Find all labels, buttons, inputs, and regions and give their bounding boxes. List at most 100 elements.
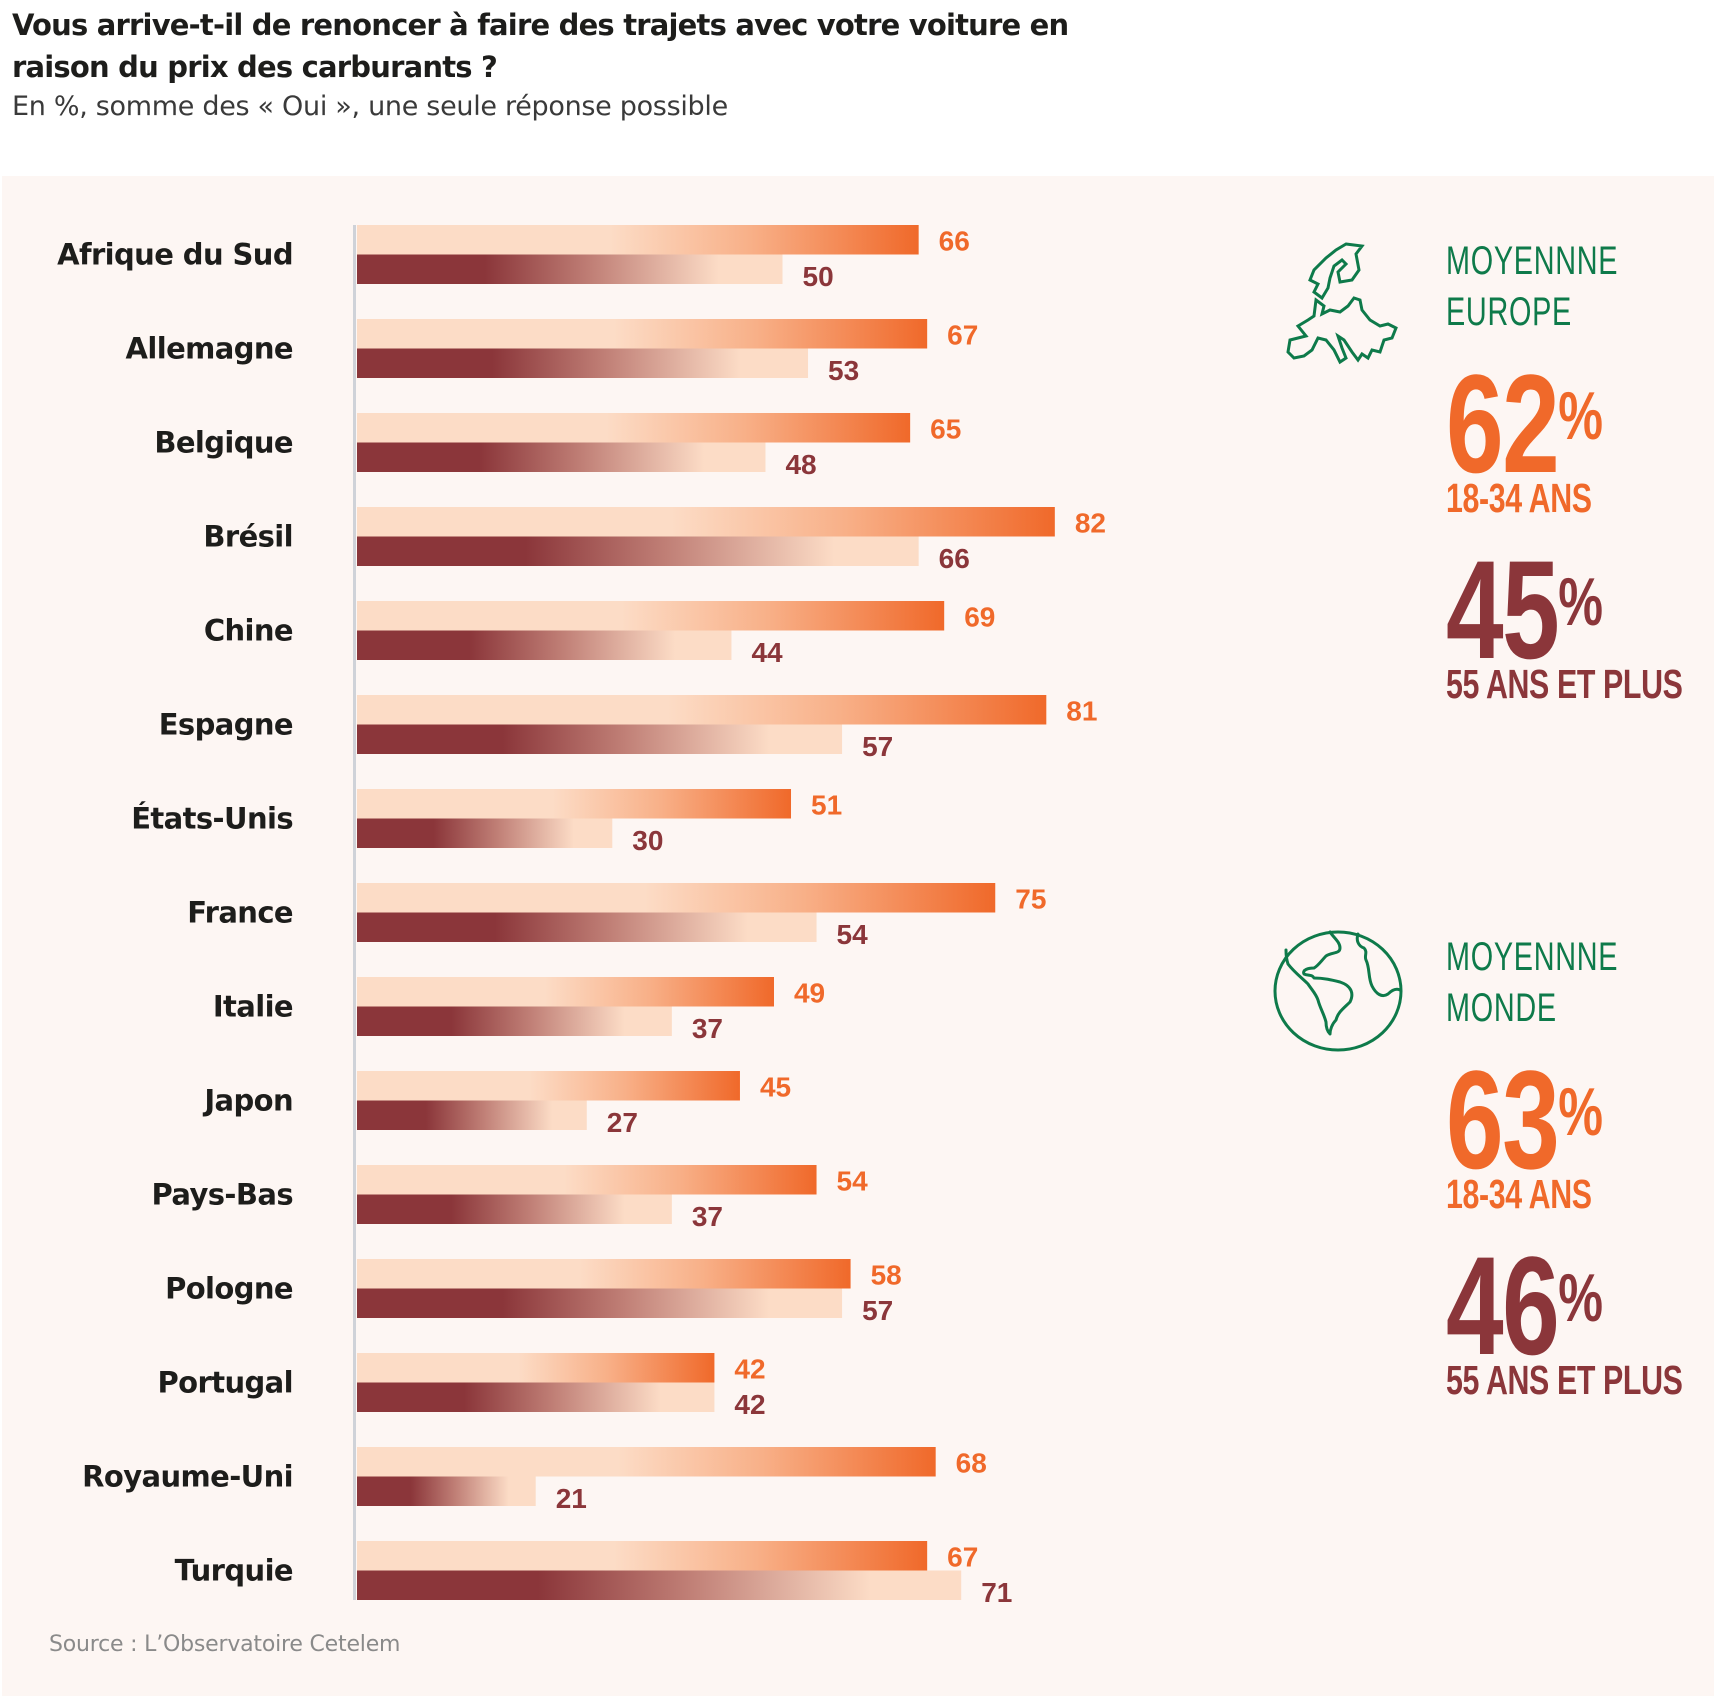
value-label-18-34: 82 (1075, 508, 1106, 539)
bar-18-34 (357, 1071, 740, 1101)
country-label: Belgique (154, 426, 293, 460)
value-label-55-plus: 71 (981, 1577, 1012, 1608)
country-row: France 75 54 (187, 883, 1046, 950)
bar-18-34 (357, 789, 792, 819)
source-note: Source : L’Observatoire Cetelem (49, 1632, 401, 1657)
bar-18-34 (357, 1541, 928, 1571)
value-label-55-plus: 50 (803, 261, 834, 292)
europe-average: MOYENNNE EUROPE 62% 18-34 ANS 45% 55 ANS… (1446, 236, 1714, 707)
bar-55-plus (357, 1194, 672, 1224)
bar-18-34 (357, 507, 1055, 537)
country-row: États-Unis 51 30 (131, 789, 842, 856)
bar-18-34 (357, 1447, 936, 1477)
world-old-label: 55 ANS ET PLUS (1446, 1357, 1683, 1403)
country-row: Chine 69 44 (204, 601, 995, 668)
country-label: Royaume-Uni (82, 1460, 293, 1494)
europe-old-label: 55 ANS ET PLUS (1446, 661, 1683, 707)
country-row: Pays-Bas 54 37 (152, 1165, 869, 1232)
country-row: Portugal 42 42 (158, 1353, 766, 1420)
value-label-55-plus: 37 (692, 1013, 723, 1044)
value-label-55-plus: 27 (607, 1107, 638, 1138)
country-label: Turquie (175, 1554, 293, 1588)
bar-55-plus (357, 254, 783, 284)
value-label-55-plus: 37 (692, 1201, 723, 1232)
bar-18-34 (357, 413, 911, 443)
bar-55-plus (357, 1100, 587, 1130)
bar-55-plus (357, 536, 919, 566)
europe-average-label-line1: MOYENNNE (1446, 239, 1619, 283)
country-label: Pays-Bas (152, 1178, 294, 1212)
value-label-55-plus: 57 (862, 1295, 893, 1326)
bar-18-34 (357, 1353, 715, 1383)
bar-55-plus (357, 1570, 962, 1600)
value-label-18-34: 54 (837, 1166, 869, 1197)
value-label-55-plus: 57 (862, 731, 893, 762)
europe-young-number: 62 (1446, 345, 1560, 502)
world-average: MOYENNNE MONDE 63% 18-34 ANS 46% 55 ANS … (1446, 932, 1714, 1403)
value-label-55-plus: 44 (751, 637, 783, 668)
bar-18-34 (357, 1165, 817, 1195)
value-label-18-34: 68 (956, 1448, 987, 1479)
value-label-18-34: 49 (794, 978, 825, 1009)
value-label-55-plus: 30 (632, 825, 663, 856)
bar-55-plus (357, 1476, 536, 1506)
country-row: Espagne 81 57 (159, 695, 1097, 762)
country-row: Belgique 65 48 (154, 413, 961, 480)
country-label: Chine (204, 614, 293, 648)
world-young-value: 63% (1446, 1050, 1644, 1190)
world-young-number: 63 (1446, 1041, 1560, 1198)
country-label: Espagne (159, 708, 293, 742)
country-row: Pologne 58 57 (165, 1259, 902, 1326)
globe-icon (1273, 930, 1403, 1052)
europe-average-label-line2: EUROPE (1446, 290, 1572, 334)
value-label-55-plus: 48 (785, 449, 816, 480)
bar-18-34 (357, 695, 1047, 725)
bar-55-plus (357, 442, 766, 472)
country-label: Allemagne (126, 332, 293, 366)
country-label: Afrique du Sud (57, 238, 293, 272)
country-row: Japon 45 27 (202, 1071, 791, 1138)
bar-18-34 (357, 883, 996, 913)
europe-young-value: 62% (1446, 354, 1644, 494)
bar-55-plus (357, 724, 843, 754)
value-label-18-34: 66 (939, 226, 970, 257)
percent-sign: % (1558, 378, 1603, 454)
country-label: France (187, 896, 293, 930)
country-label: Pologne (165, 1272, 293, 1306)
europe-map-icon (1286, 242, 1398, 365)
value-label-55-plus: 53 (828, 355, 859, 386)
world-old-number: 46 (1446, 1227, 1560, 1384)
bars-layer: Afrique du Sud 66 50 Allemagne 67 53 Belgique 6… (57, 225, 1106, 1608)
value-label-55-plus: 42 (734, 1389, 765, 1420)
value-label-55-plus: 54 (837, 919, 869, 950)
country-row: Royaume-Uni 68 21 (82, 1447, 987, 1514)
country-row: Afrique du Sud 66 50 (57, 225, 970, 292)
value-label-18-34: 42 (734, 1354, 765, 1385)
country-label: Japon (202, 1084, 293, 1118)
europe-young-label: 18-34 ANS (1446, 475, 1592, 521)
value-label-18-34: 81 (1066, 696, 1097, 727)
bar-55-plus (357, 348, 809, 378)
bar-18-34 (357, 225, 919, 255)
bar-55-plus (357, 818, 613, 848)
country-row: Allemagne 67 53 (126, 319, 978, 386)
percent-sign: % (1558, 1074, 1603, 1150)
europe-old-value: 45% (1446, 540, 1644, 680)
value-label-18-34: 75 (1015, 884, 1046, 915)
bar-18-34 (357, 319, 928, 349)
value-label-18-34: 58 (871, 1260, 902, 1291)
value-label-18-34: 67 (947, 1542, 978, 1573)
percent-sign: % (1558, 1260, 1603, 1336)
bar-55-plus (357, 630, 732, 660)
country-row: Italie 49 37 (213, 977, 825, 1044)
country-row: Brésil 82 66 (203, 507, 1106, 574)
value-label-55-plus: 66 (939, 543, 970, 574)
world-old-value: 46% (1446, 1236, 1644, 1376)
chart-title: Vous arrive-t-il de renoncer à faire des… (12, 8, 1069, 84)
value-label-55-plus: 21 (556, 1483, 587, 1514)
value-label-18-34: 69 (964, 602, 995, 633)
value-label-18-34: 51 (811, 790, 842, 821)
bar-18-34 (357, 601, 945, 631)
